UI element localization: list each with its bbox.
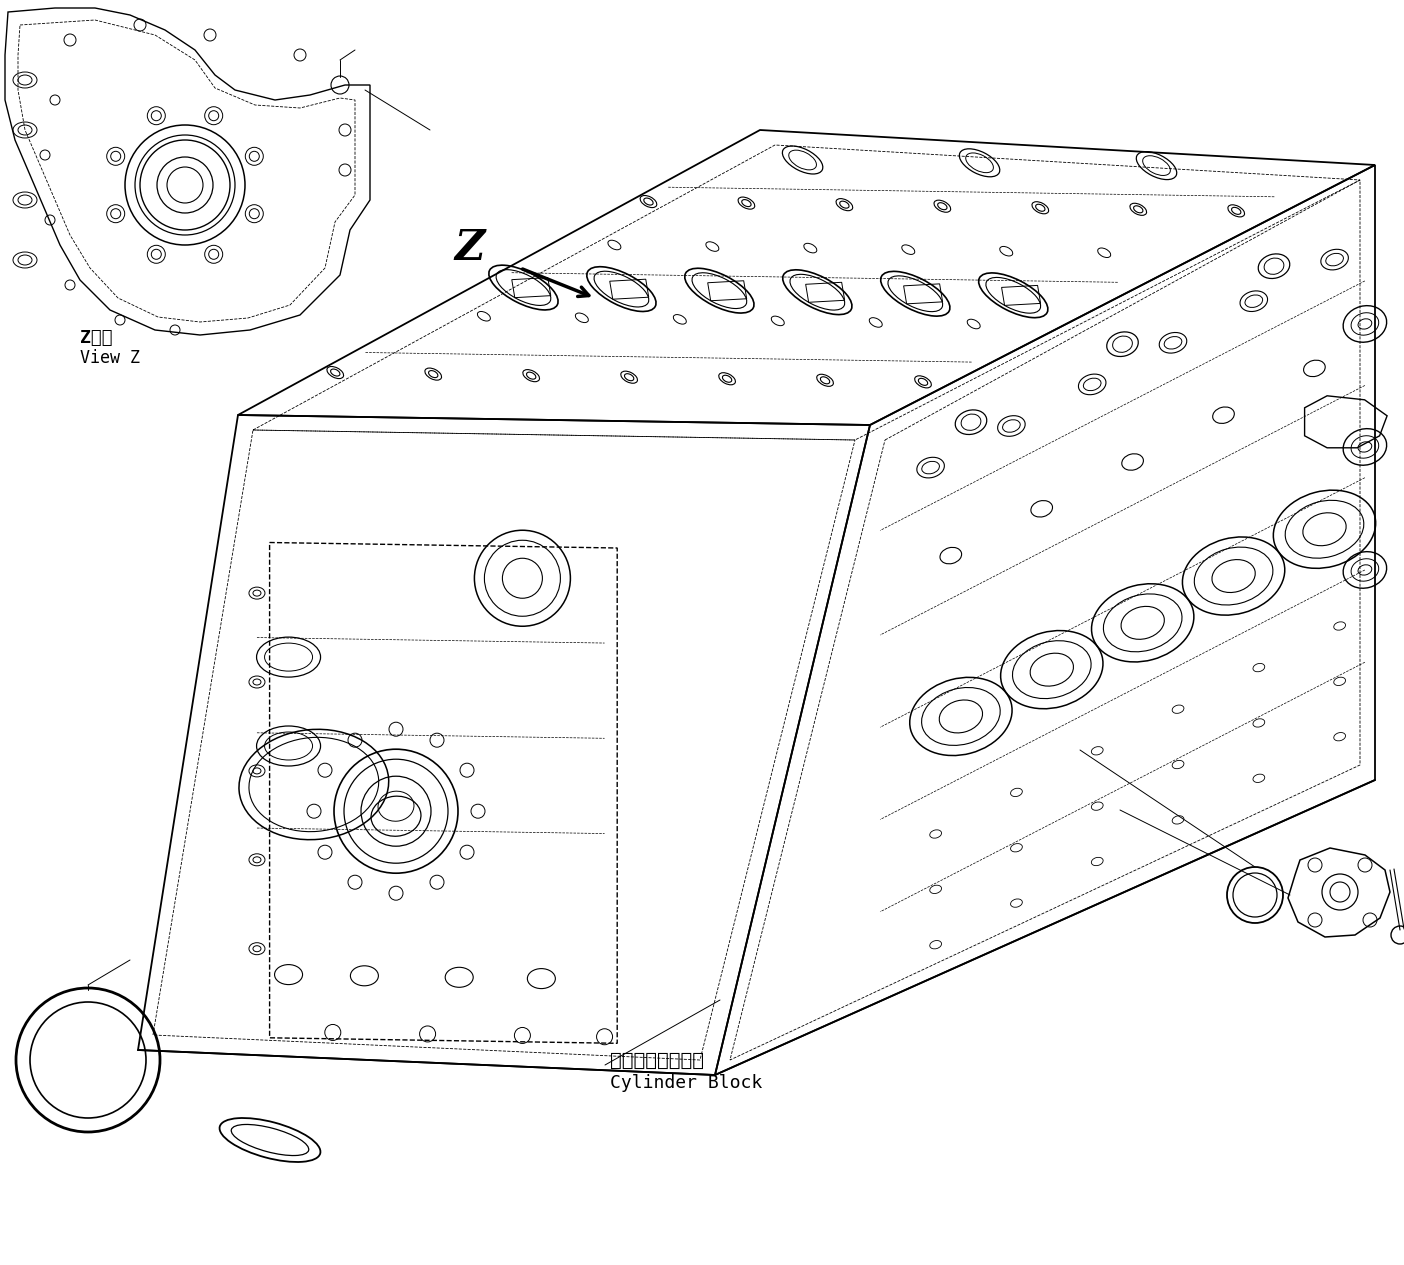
Text: Cylinder Block: Cylinder Block — [609, 1074, 762, 1092]
Text: Z　視: Z 視 — [80, 329, 112, 347]
Text: シリンダブロック: シリンダブロック — [609, 1050, 703, 1069]
Text: Z: Z — [455, 226, 486, 269]
Text: View Z: View Z — [80, 349, 140, 367]
